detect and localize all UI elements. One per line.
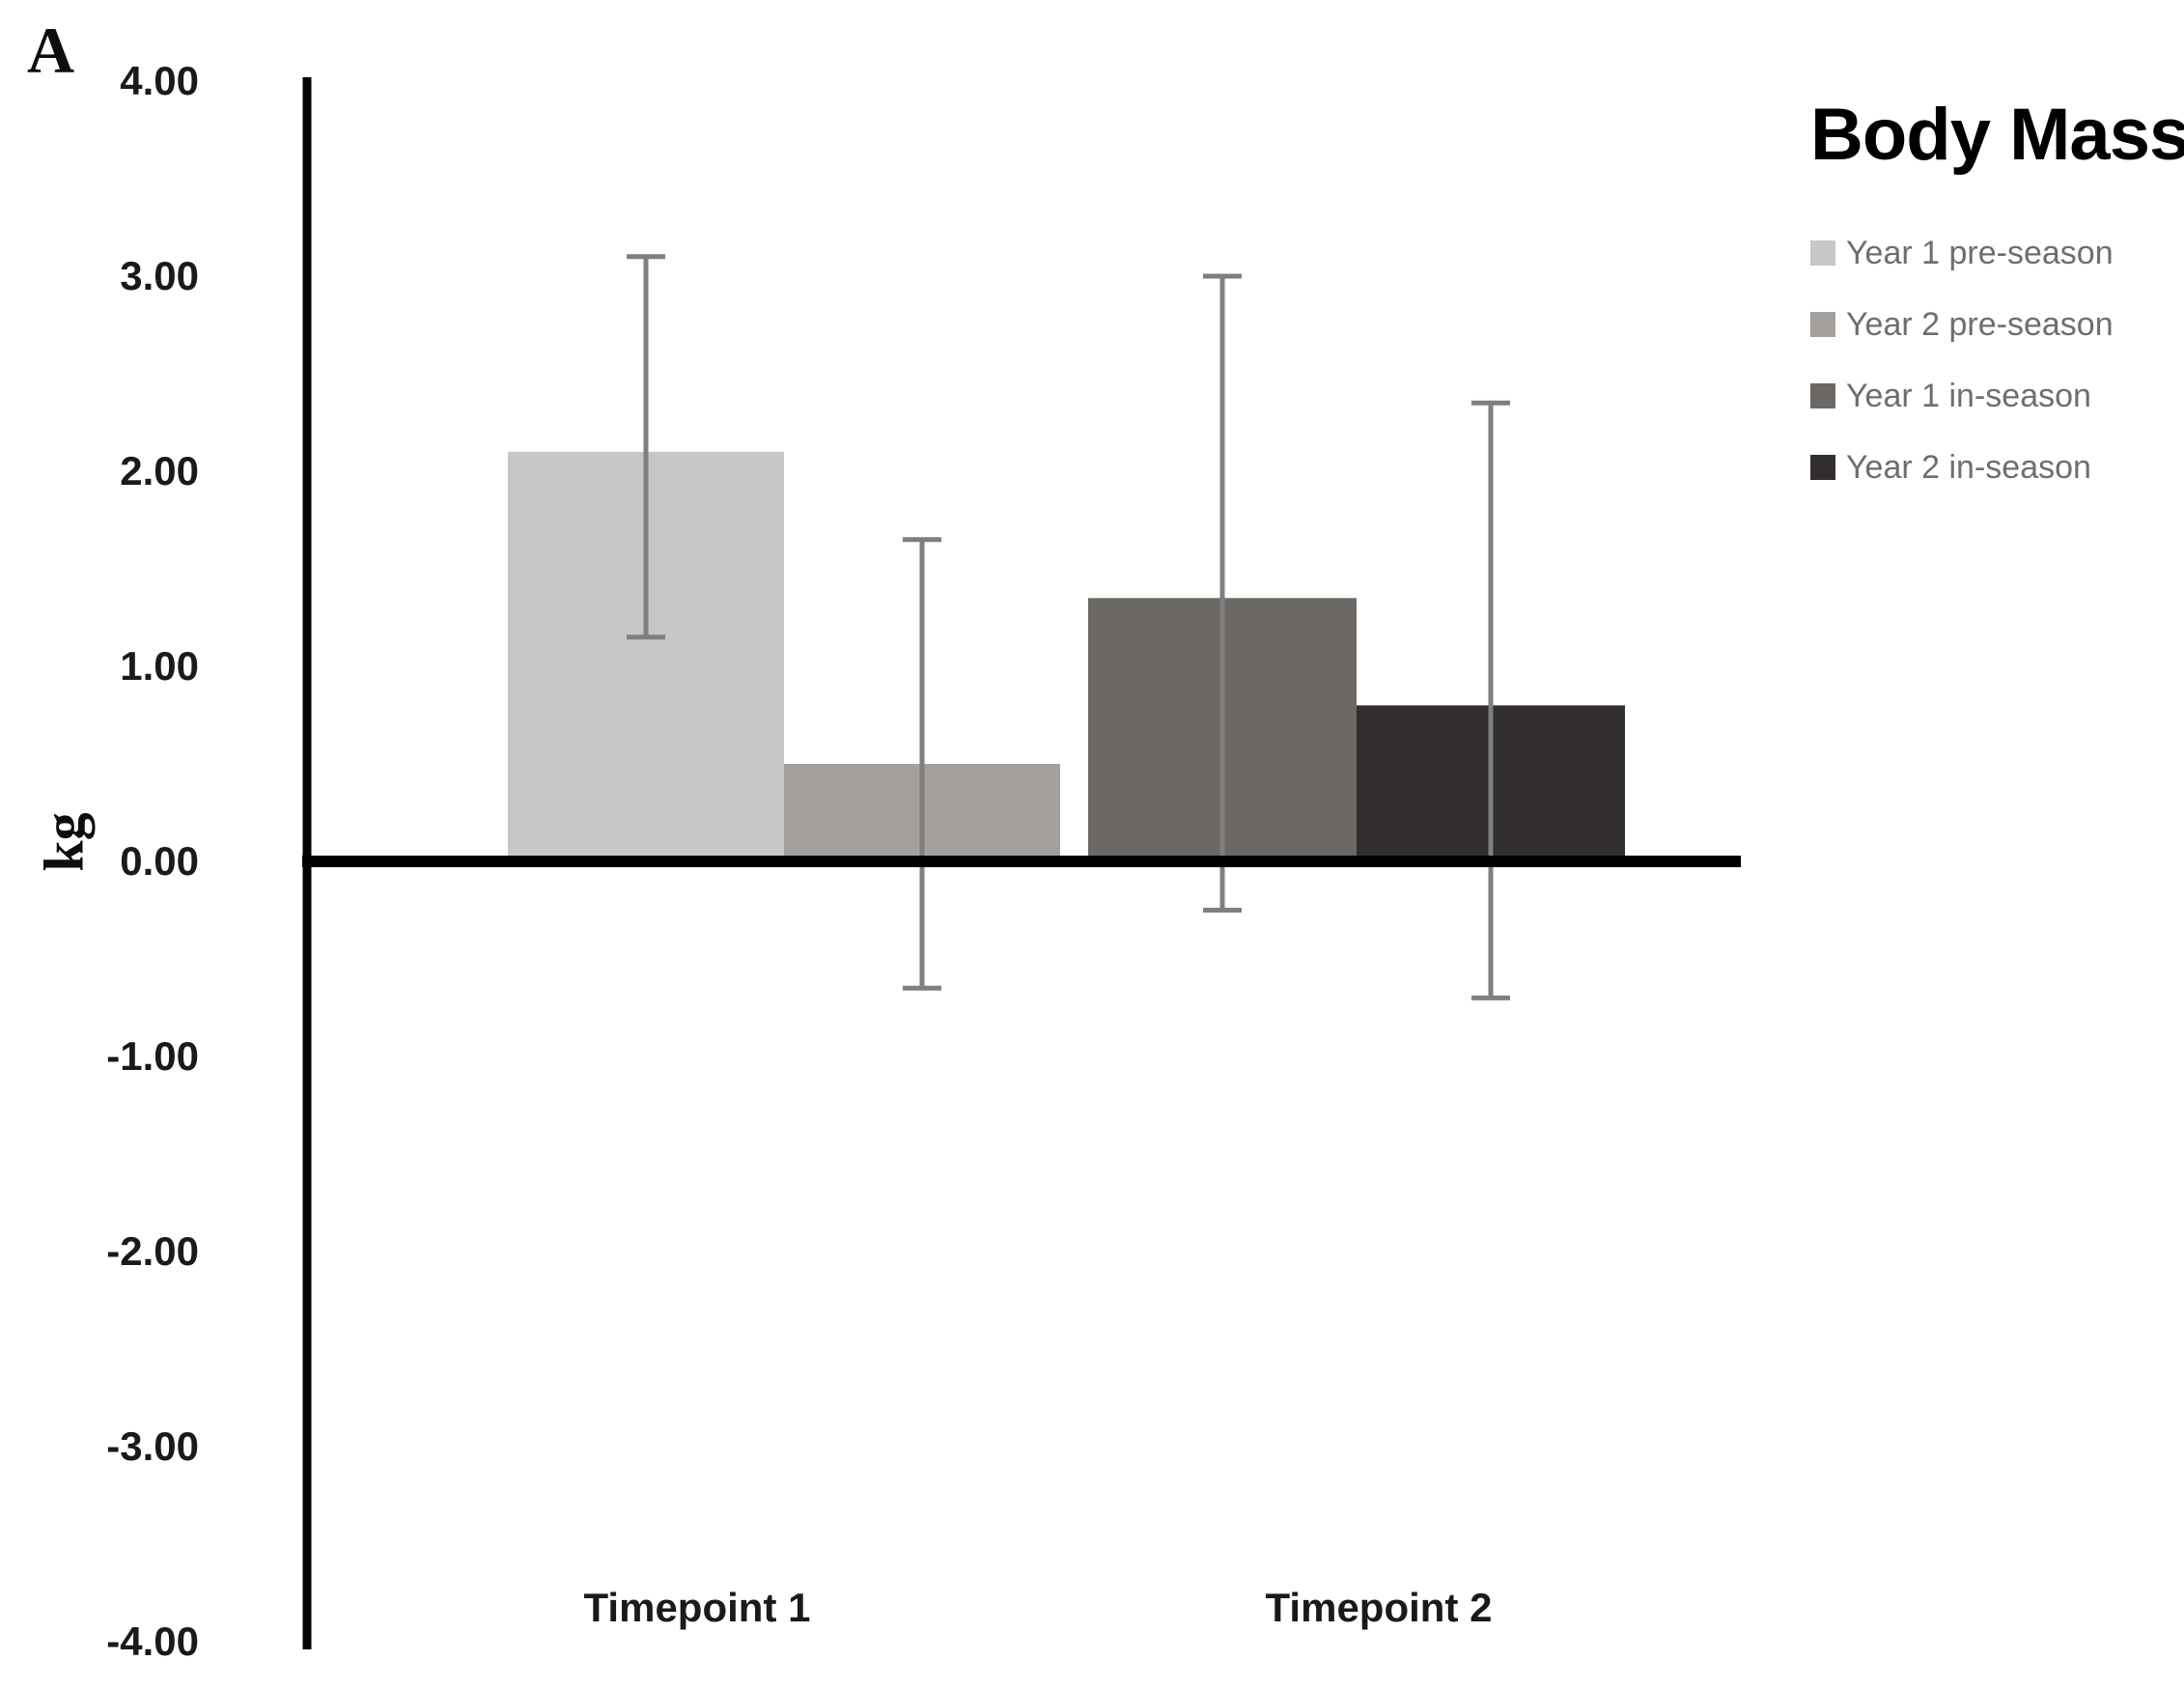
legend-item: Year 2 in-season [1810,449,2177,486]
legend: Body Mass Year 1 pre-season Year 2 pre-s… [1810,93,2184,486]
y-tick-label: -2.00 [106,1228,199,1274]
legend-item-label: Year 1 pre-season [1846,234,2114,271]
axes-layer [302,77,1741,1649]
x-category-label: Timepoint 1 [583,1585,811,1630]
legend-swatch-year1-preseason [1810,240,1835,267]
legend-items: Year 1 pre-season Year 2 pre-season Year… [1810,235,2177,486]
y-tick-label: 3.00 [120,253,199,298]
legend-swatch-year1-inseason [1810,383,1835,409]
y-tick-label: 4.00 [120,58,199,103]
legend-item-label: Year 2 in-season [1846,448,2091,486]
error-bar-4 [1471,400,1510,1000]
legend-swatch-year2-inseason [1810,455,1835,481]
error-bar-3 [1203,273,1242,913]
legend-swatch-year2-preseason [1810,312,1835,338]
legend-item: Year 1 in-season [1810,378,2177,414]
panel-label: A [27,14,75,87]
bars-layer [508,451,1625,861]
legend-item-label: Year 2 pre-season [1846,305,2114,343]
y-tick-label: -3.00 [106,1423,199,1469]
y-tick-label: 2.00 [120,448,199,493]
legend-item-label: Year 1 in-season [1846,377,2091,414]
y-tick-label: 0.00 [120,838,199,884]
x-category-label: Timepoint 2 [1265,1585,1493,1630]
y-tick-label: -4.00 [106,1619,199,1664]
error-bar-2 [903,537,941,991]
legend-title: Body Mass [1810,94,2184,176]
legend-item: Year 2 pre-season [1810,306,2177,343]
legend-item: Year 1 pre-season [1810,235,2177,271]
y-tick-label: -1.00 [106,1033,199,1079]
error-bars-layer [627,254,1510,1000]
error-bar-1 [627,254,665,640]
y-tick-label: 1.00 [120,643,199,689]
